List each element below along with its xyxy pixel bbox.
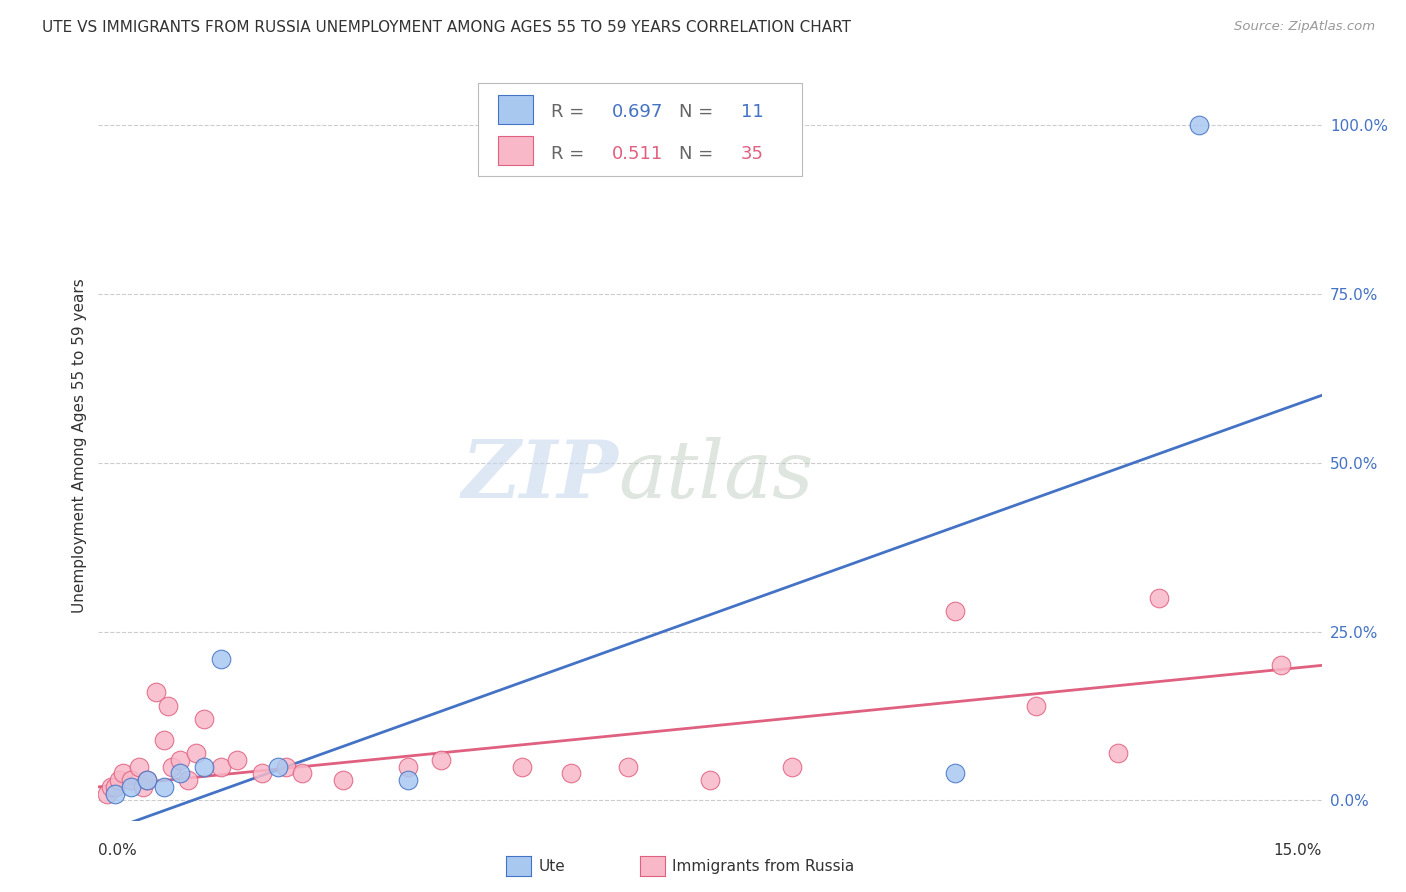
Point — [160, 759, 183, 773]
Point — [1147, 591, 1170, 605]
Point — [120, 780, 142, 794]
Point — [396, 759, 419, 773]
Point — [209, 759, 232, 773]
Point — [560, 766, 582, 780]
Point — [120, 773, 142, 788]
Point — [186, 746, 208, 760]
Point — [226, 753, 249, 767]
Point — [136, 773, 159, 788]
Point — [274, 759, 297, 773]
Point — [145, 685, 167, 699]
Text: 11: 11 — [741, 103, 763, 121]
Point — [156, 698, 179, 713]
Text: R =: R = — [551, 103, 591, 121]
Text: Immigrants from Russia: Immigrants from Russia — [672, 859, 855, 873]
Point — [1188, 119, 1211, 133]
Point — [780, 759, 803, 773]
Text: R =: R = — [551, 145, 596, 162]
Y-axis label: Unemployment Among Ages 55 to 59 years: Unemployment Among Ages 55 to 59 years — [72, 278, 87, 614]
Point — [193, 712, 215, 726]
FancyBboxPatch shape — [498, 136, 533, 165]
Point — [100, 780, 122, 794]
Point — [169, 766, 191, 780]
Text: Source: ZipAtlas.com: Source: ZipAtlas.com — [1234, 20, 1375, 33]
Point — [132, 780, 155, 794]
Point — [104, 780, 127, 794]
Text: UTE VS IMMIGRANTS FROM RUSSIA UNEMPLOYMENT AMONG AGES 55 TO 59 YEARS CORRELATION: UTE VS IMMIGRANTS FROM RUSSIA UNEMPLOYME… — [42, 20, 851, 35]
Text: atlas: atlas — [619, 437, 814, 515]
Point — [291, 766, 314, 780]
Text: 35: 35 — [741, 145, 763, 162]
Point — [699, 773, 721, 788]
Point — [512, 759, 534, 773]
Point — [128, 759, 150, 773]
Point — [430, 753, 453, 767]
Point — [209, 651, 232, 665]
Point — [267, 759, 290, 773]
Text: ZIP: ZIP — [461, 437, 619, 515]
Point — [136, 773, 159, 788]
Point — [1025, 698, 1047, 713]
Point — [104, 787, 127, 801]
FancyBboxPatch shape — [478, 83, 801, 177]
FancyBboxPatch shape — [498, 95, 533, 124]
Point — [617, 759, 640, 773]
Point — [193, 759, 215, 773]
Point — [177, 773, 200, 788]
Point — [108, 773, 131, 788]
Text: 0.697: 0.697 — [612, 103, 664, 121]
Point — [943, 604, 966, 618]
Text: Ute: Ute — [538, 859, 565, 873]
Point — [169, 753, 191, 767]
Point — [152, 732, 174, 747]
Text: N =: N = — [679, 145, 720, 162]
Point — [1107, 746, 1129, 760]
Point — [943, 766, 966, 780]
Point — [396, 773, 419, 788]
Point — [332, 773, 354, 788]
Point — [96, 787, 118, 801]
Text: N =: N = — [679, 103, 720, 121]
Text: 0.511: 0.511 — [612, 145, 664, 162]
Text: 15.0%: 15.0% — [1274, 843, 1322, 858]
Point — [1270, 658, 1292, 673]
Point — [250, 766, 273, 780]
Point — [152, 780, 174, 794]
Point — [111, 766, 134, 780]
Text: 0.0%: 0.0% — [98, 843, 138, 858]
